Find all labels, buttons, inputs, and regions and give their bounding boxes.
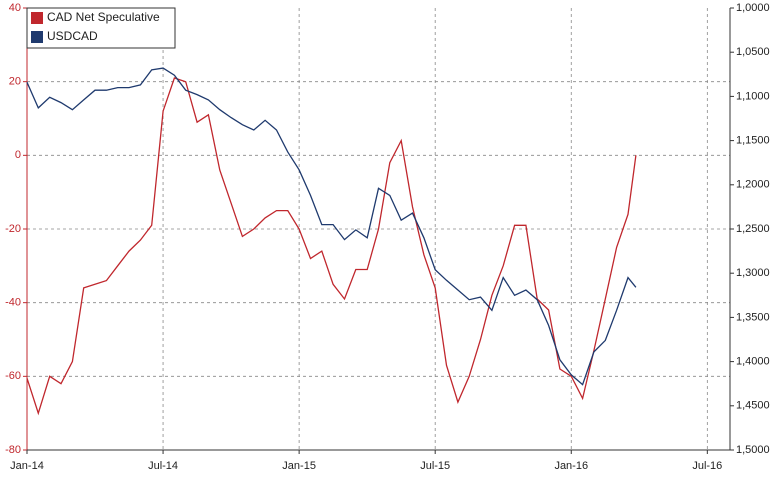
x-tick-label: Jul-14 [148,460,178,472]
y-tick-label: -80 [5,444,21,456]
legend-label: USDCAD [47,29,98,43]
x-tick-label: Jul-16 [692,460,722,472]
y2-tick-label: 1,5000 [736,444,770,456]
x-tick-label: Jan-15 [282,460,316,472]
y2-tick-label: 1,4500 [736,400,770,412]
y-tick-label: 20 [9,76,21,88]
legend: CAD Net Speculative USDCAD [26,7,176,49]
y2-tick-label: 1,0000 [736,2,770,14]
y2-tick-label: 1,3500 [736,311,770,323]
legend-swatch [31,12,43,24]
y-tick-label: 0 [15,149,21,161]
y-tick-label: -20 [5,223,21,235]
series-line [26,77,637,416]
x-tick-label: Jul-15 [420,460,450,472]
y2-tick-label: 1,1000 [736,90,770,102]
x-tick-label: Jan-14 [10,460,44,472]
y2-tick-label: 1,1500 [736,135,770,147]
x-tick-label: Jan-16 [554,460,588,472]
legend-label: CAD Net Speculative [47,10,160,24]
y2-tick-label: 1,2500 [736,223,770,235]
legend-swatch [31,31,43,43]
y2-tick-label: 1,4000 [736,356,770,368]
y-tick-label: -40 [5,297,21,309]
series-line [26,67,637,386]
legend-box [26,7,176,49]
y-tick-label: -60 [5,370,21,382]
y2-tick-label: 1,0500 [736,46,770,58]
y-tick-label: 40 [9,2,21,14]
y2-tick-label: 1,3000 [736,267,770,279]
y2-tick-label: 1,2000 [736,179,770,191]
